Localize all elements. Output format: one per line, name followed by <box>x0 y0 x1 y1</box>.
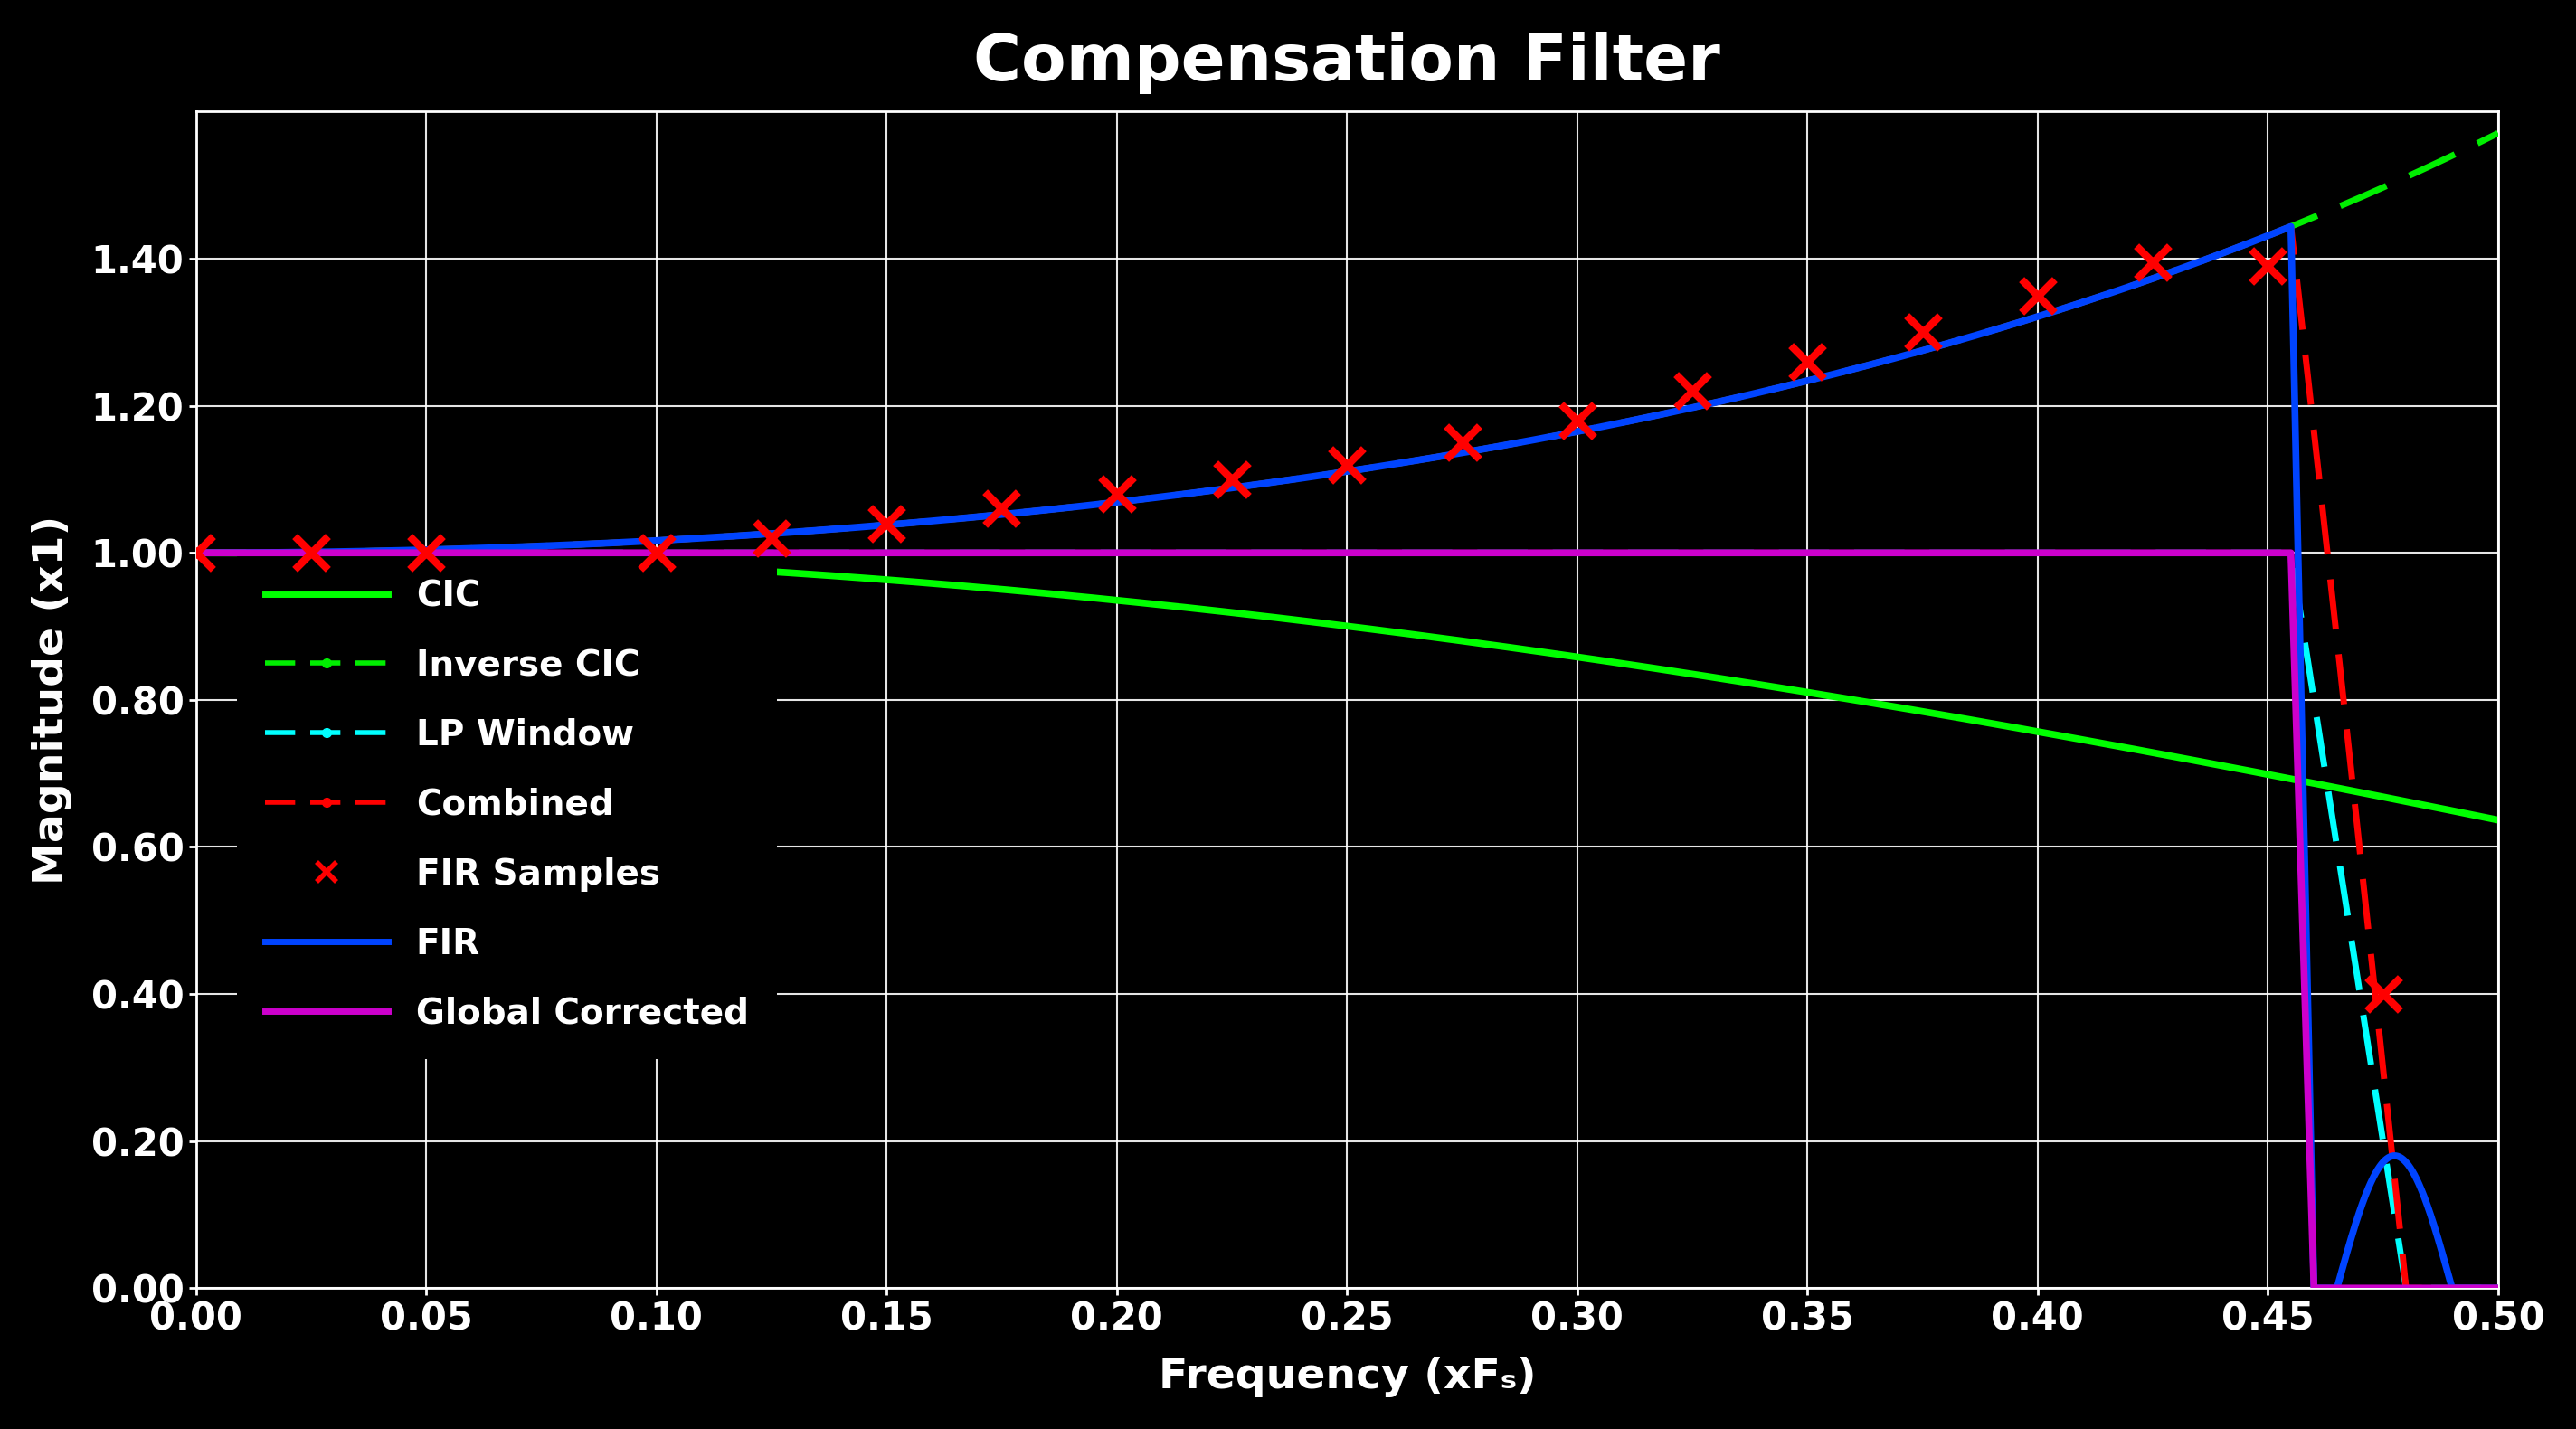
Y-axis label: Magnitude (x1): Magnitude (x1) <box>31 516 72 885</box>
Point <box>1327 453 1368 476</box>
Point <box>1097 483 1139 506</box>
Point <box>404 542 446 564</box>
X-axis label: Frequency (xFₛ): Frequency (xFₛ) <box>1159 1358 1535 1398</box>
Point <box>981 497 1023 520</box>
Point <box>2133 252 2174 274</box>
Point <box>175 542 216 564</box>
Point <box>291 542 332 564</box>
Point <box>750 527 791 550</box>
Point <box>866 512 907 534</box>
Point <box>2246 254 2287 277</box>
Title: Compensation Filter: Compensation Filter <box>974 31 1721 94</box>
Point <box>636 542 677 564</box>
Point <box>1211 467 1252 490</box>
Point <box>2362 983 2403 1006</box>
Point <box>1443 432 1484 454</box>
Point <box>2017 284 2058 307</box>
Legend: CIC, Inverse CIC, LP Window, Combined, FIR Samples, FIR, Global Corrected: CIC, Inverse CIC, LP Window, Combined, F… <box>237 552 778 1059</box>
Point <box>1901 320 1942 343</box>
Point <box>1556 409 1597 432</box>
Point <box>1672 380 1713 403</box>
Point <box>1788 350 1829 373</box>
